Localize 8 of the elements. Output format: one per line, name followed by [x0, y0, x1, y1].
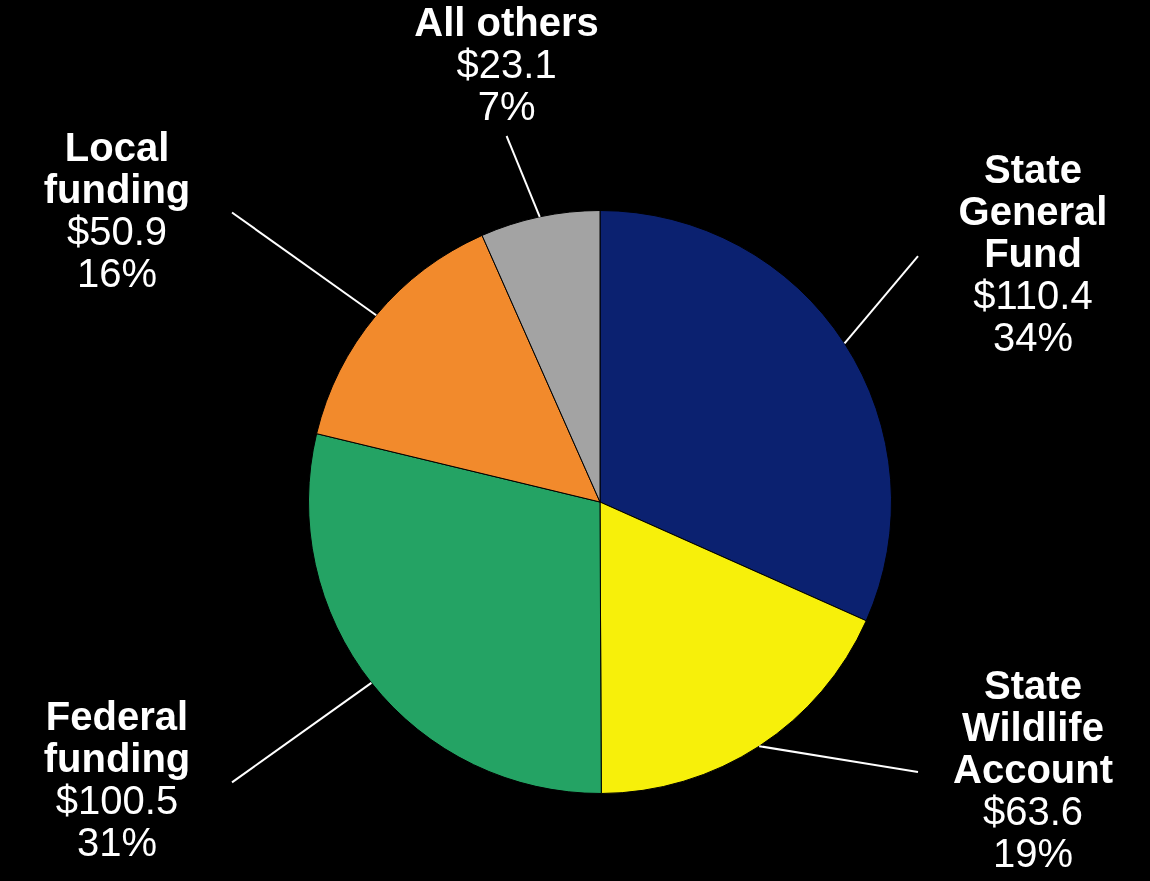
data-label: $63.6 19%	[982, 789, 1084, 876]
data-label: $23.1 7%	[456, 42, 557, 129]
slice-label: Local funding	[43, 124, 191, 211]
slice-label: State Wildlife Account	[953, 663, 1113, 792]
data-label: $110.4 34%	[973, 273, 1093, 360]
slice-label: State General Fund	[958, 147, 1108, 276]
data-label: $50.9 16%	[66, 208, 168, 295]
slice-label: All others	[414, 0, 599, 45]
